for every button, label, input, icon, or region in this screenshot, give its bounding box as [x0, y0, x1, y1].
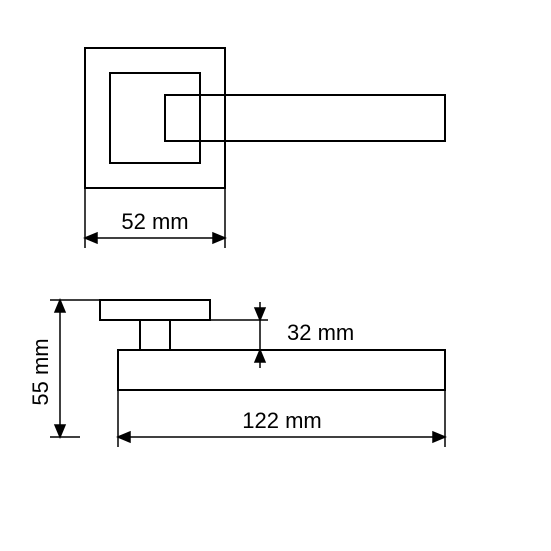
dimension-55mm: 55 mm	[28, 338, 53, 405]
top-rose-inner	[110, 73, 200, 163]
top-handle	[165, 95, 445, 141]
side-plate	[100, 300, 210, 320]
side-lever	[118, 350, 445, 390]
dimension-52mm: 52 mm	[121, 209, 188, 234]
top-rose-outer	[85, 48, 225, 188]
dimension-122mm: 122 mm	[242, 408, 321, 433]
dimension-32mm: 32 mm	[287, 320, 354, 345]
side-neck	[140, 320, 170, 350]
technical-drawing: 52 mm 55 mm 32 mm 122 mm	[0, 0, 551, 551]
